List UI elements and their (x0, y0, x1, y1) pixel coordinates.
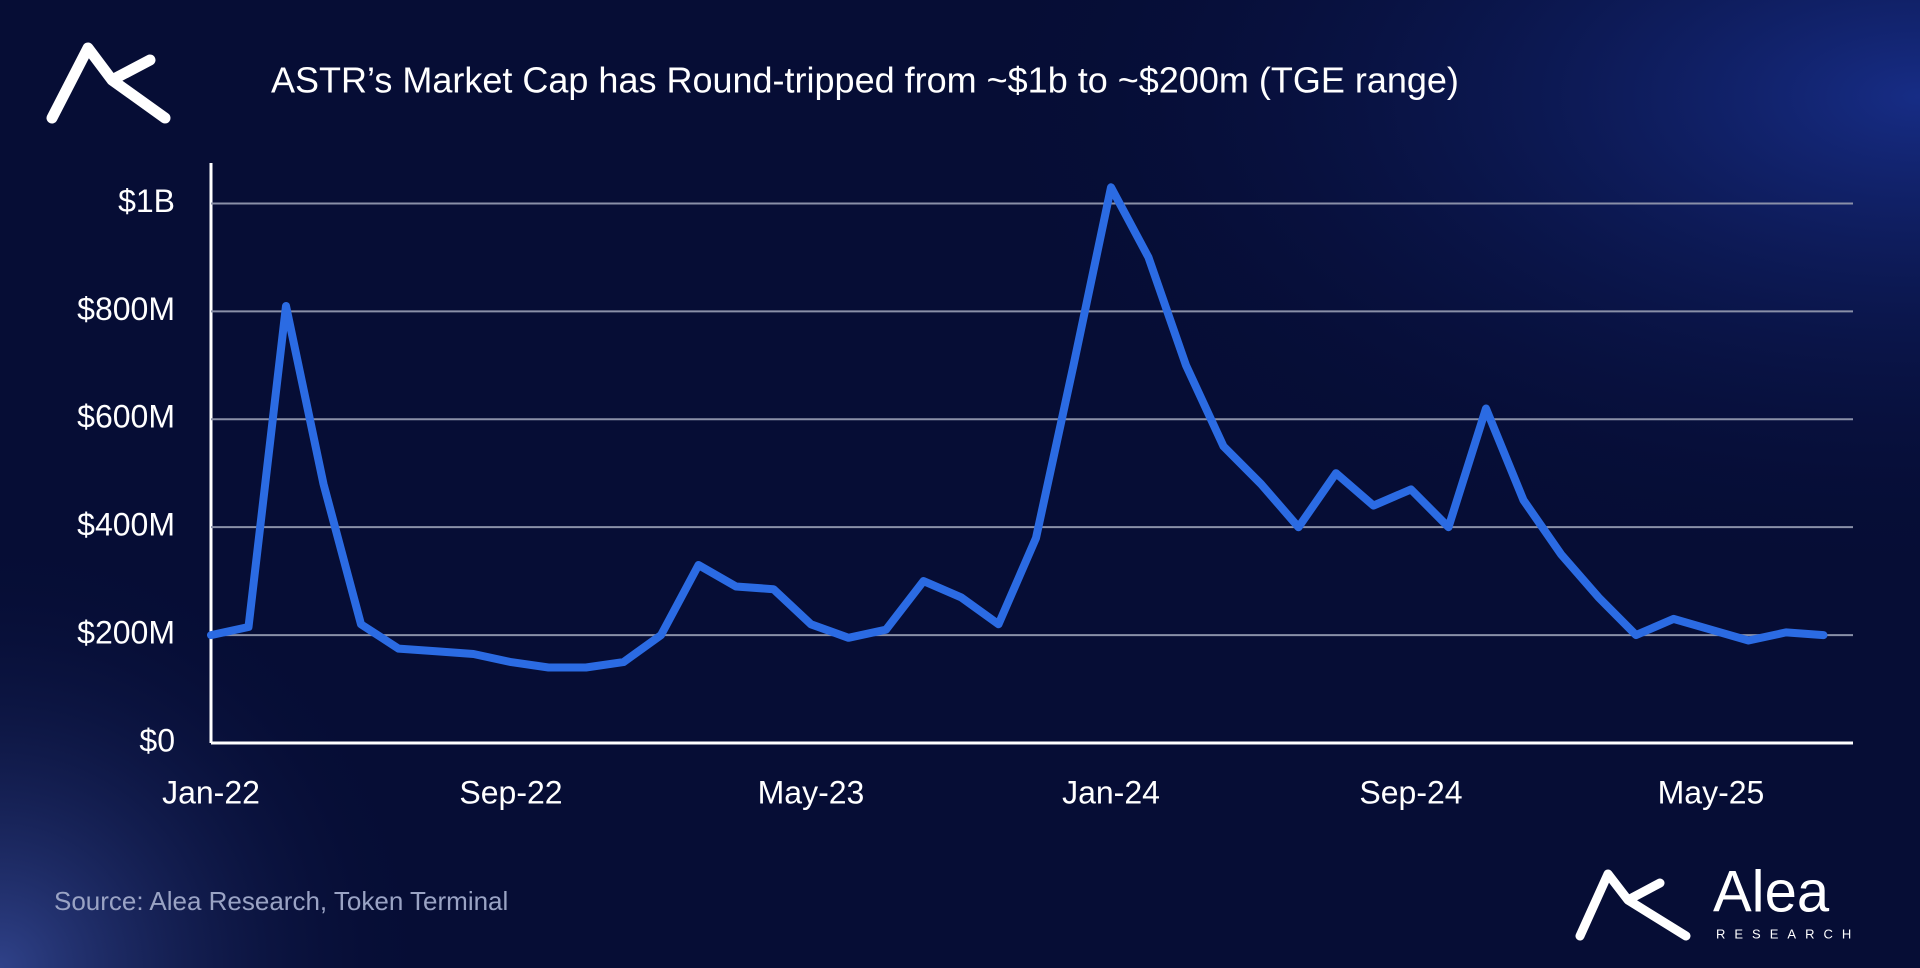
y-tick-label: $200M (77, 615, 175, 651)
logo (46, 42, 171, 124)
brand-name: Alea (1713, 859, 1830, 924)
y-tick-label: $800M (77, 291, 175, 327)
x-tick-label: Sep-24 (1359, 774, 1462, 810)
y-tick-label: $1B (118, 183, 175, 219)
y-tick-label: $400M (77, 507, 175, 543)
x-tick-label: Sep-22 (459, 774, 562, 810)
chart-title: ASTR’s Market Cap has Round-tripped from… (271, 60, 1459, 101)
y-tick-label: $0 (139, 722, 175, 758)
x-tick-label: May-23 (758, 774, 865, 810)
source-note: Source: Alea Research, Token Terminal (54, 886, 508, 916)
x-tick-label: May-25 (1658, 774, 1765, 810)
brand-logo (1575, 869, 1691, 941)
y-tick-label: $600M (77, 399, 175, 435)
brand-tagline: RESEARCH (1716, 926, 1860, 941)
x-tick-label: Jan-22 (162, 774, 260, 810)
x-tick-label: Jan-24 (1062, 774, 1160, 810)
data-line (207, 183, 1828, 672)
